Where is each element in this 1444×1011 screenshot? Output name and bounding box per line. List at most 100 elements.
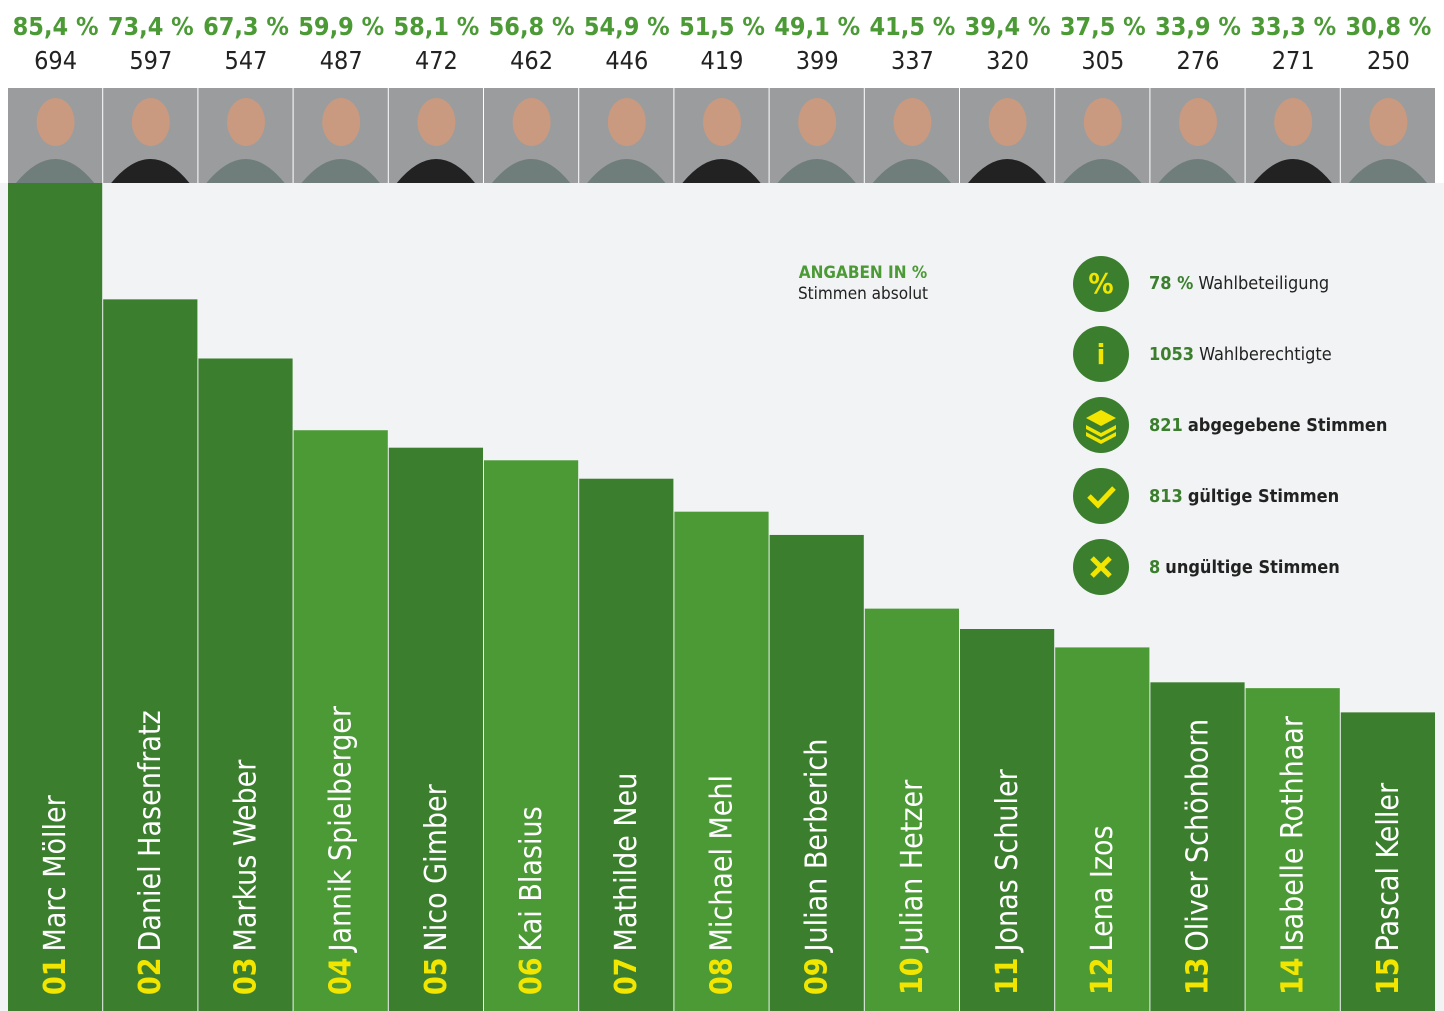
rank: 10: [894, 957, 929, 995]
stat: 78 %Wahlbeteiligung: [1149, 273, 1329, 294]
candidate-label: 03 Markus Weber: [228, 759, 263, 995]
icon: [1073, 468, 1129, 524]
name: Marc Möller: [38, 794, 73, 951]
name: Oliver Schönborn: [1180, 719, 1215, 952]
candidate-label: 02 Daniel Hasenfratz: [133, 710, 168, 995]
percent-label: 67,3 %: [203, 12, 289, 41]
icon-symbol: i: [1097, 338, 1106, 371]
percent-label: 54,9 %: [584, 12, 670, 41]
rank: 07: [609, 957, 644, 995]
stat-label: Wahlbeteiligung: [1198, 273, 1329, 294]
photo-head: [1274, 98, 1312, 146]
percent-label: 56,8 %: [489, 12, 575, 41]
legend-subtitle: Stimmen absolut: [798, 284, 928, 304]
votes-label: 446: [605, 46, 648, 75]
photo-head: [513, 98, 551, 146]
photo-head: [227, 98, 265, 146]
candidate-label: 06 Kai Blasius: [514, 806, 549, 995]
rank: 02: [133, 957, 168, 995]
legend: ANGABEN IN % Stimmen absolut: [798, 263, 928, 304]
name: Daniel Hasenfratz: [133, 710, 168, 951]
candidate-label: 12 Lena Izos: [1085, 825, 1120, 995]
votes-label: 419: [701, 46, 744, 75]
name: Jannik Spielberger: [323, 705, 358, 953]
candidate-label: 10Julian Hetzer: [894, 779, 929, 995]
photo-head: [1179, 98, 1217, 146]
votes-label: 487: [320, 46, 363, 75]
stat-label: ungültige Stimmen: [1165, 557, 1339, 578]
rank: 11: [990, 957, 1025, 995]
percent-label: 39,4 %: [965, 12, 1051, 41]
photo-head: [989, 98, 1027, 146]
votes-label: 337: [891, 46, 934, 75]
stat: 1053Wahlberechtigte: [1149, 344, 1332, 365]
stat: 8ungültige Stimmen: [1149, 557, 1340, 578]
percent-label: 73,4 %: [108, 12, 194, 41]
name: Lena Izos: [1085, 825, 1120, 951]
candidate-label: 15 Pascal Keller: [1370, 782, 1405, 995]
name: Pascal Keller: [1370, 782, 1405, 951]
stat-value: 821: [1149, 415, 1183, 436]
votes-label: 597: [129, 46, 172, 75]
percent-label: 37,5 %: [1060, 12, 1146, 41]
candidate-label: 07 Mathilde Neu: [609, 773, 644, 995]
photo-head: [798, 98, 836, 146]
name: Nico Gimber: [418, 783, 453, 951]
votes-label: 399: [796, 46, 839, 75]
candidate-label: 01Marc Möller: [38, 794, 73, 995]
rank: 06: [514, 957, 549, 995]
rank: 04: [323, 957, 358, 995]
percent-label: 30,8 %: [1345, 12, 1431, 41]
rank: 14: [1275, 957, 1310, 995]
rank: 12: [1085, 957, 1120, 995]
rank: 03: [228, 957, 263, 995]
photo-head: [1084, 98, 1122, 146]
photo-head: [1369, 98, 1407, 146]
photo-head: [608, 98, 646, 146]
percent-label: 33,3 %: [1250, 12, 1336, 41]
votes-label: 472: [415, 46, 458, 75]
photo-head: [322, 98, 360, 146]
candidate-label: 11 Jonas Schuler: [990, 768, 1025, 995]
name: Mathilde Neu: [609, 773, 644, 952]
stat-value: 8: [1149, 557, 1160, 578]
name: Michael Mehl: [704, 775, 739, 951]
stat-label: gültige Stimmen: [1188, 486, 1339, 507]
percent-label: 59,9 %: [298, 12, 384, 41]
icon-symbol: %: [1088, 267, 1113, 300]
percent-label: 85,4 %: [13, 12, 99, 41]
percent-label: 51,5 %: [679, 12, 765, 41]
name: Julian Hetzer: [894, 779, 929, 954]
photo-head: [893, 98, 931, 146]
stat-value: 1053: [1149, 344, 1194, 365]
votes-label: 547: [225, 46, 268, 75]
stat-value: 78 %: [1149, 273, 1193, 294]
rank: 13: [1180, 957, 1215, 995]
rank: 09: [799, 957, 834, 995]
photo-head: [417, 98, 455, 146]
legend-title: ANGABEN IN %: [799, 263, 927, 283]
stat-label: abgegebene Stimmen: [1188, 415, 1388, 436]
rank: 15: [1370, 957, 1405, 995]
candidate-label: 08 Michael Mehl: [704, 775, 739, 995]
name: Markus Weber: [228, 759, 263, 952]
percent-label: 49,1 %: [774, 12, 860, 41]
photo-head: [132, 98, 170, 146]
name: Kai Blasius: [514, 806, 549, 951]
stat-label: Wahlberechtigte: [1199, 344, 1332, 365]
votes-label: 462: [510, 46, 553, 75]
candidate-label: 04 Jannik Spielberger: [323, 705, 358, 995]
votes-label: 694: [34, 46, 77, 75]
candidate-label: 05 Nico Gimber: [418, 783, 453, 995]
rank: 08: [704, 957, 739, 995]
rank: 05: [418, 957, 453, 995]
name: Jonas Schuler: [990, 768, 1025, 953]
photo-head: [37, 98, 75, 146]
chart: ANGABEN IN % Stimmen absolut % i 85,4 % 6…: [0, 0, 1444, 1011]
percent-label: 58,1 %: [393, 12, 479, 41]
name: Julian Berberich: [799, 739, 834, 954]
photo-head: [703, 98, 741, 146]
name: Isabelle Rothhaar: [1275, 715, 1310, 951]
votes-label: 271: [1272, 46, 1315, 75]
